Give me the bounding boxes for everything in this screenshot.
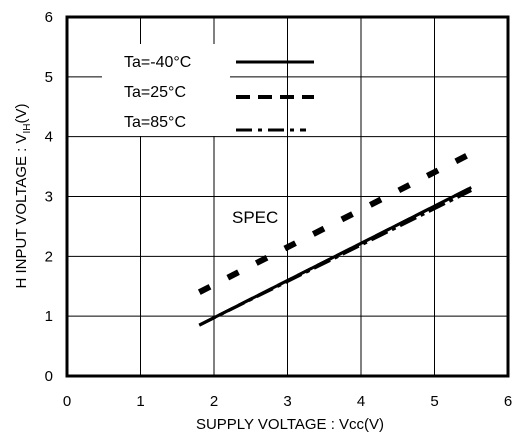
y-tick-label: 0 xyxy=(45,368,53,385)
legend-label-ta-25: Ta=25°C xyxy=(124,84,186,101)
legend: Ta=-40°C Ta=25°C Ta=85°C xyxy=(102,44,314,136)
y-tick-labels: 0 1 2 3 4 5 6 xyxy=(45,9,53,385)
series-line-ta-25-c xyxy=(198,186,472,327)
y-tick-label: 4 xyxy=(45,129,53,146)
y-axis-title-unit: (V) xyxy=(13,103,30,123)
x-tick-label: 1 xyxy=(136,393,144,410)
y-tick-label: 2 xyxy=(45,248,53,265)
x-tick-label: 3 xyxy=(283,393,291,410)
y-tick-label: 6 xyxy=(45,9,53,26)
legend-background xyxy=(102,44,230,136)
x-tick-label: 2 xyxy=(210,393,218,410)
x-tick-label: 4 xyxy=(357,393,365,410)
legend-label-ta-40: Ta=-40°C xyxy=(124,54,191,71)
x-tick-label: 5 xyxy=(430,393,438,410)
x-tick-labels: 0 1 2 3 4 5 6 xyxy=(63,393,512,410)
x-tick-label: 6 xyxy=(504,393,512,410)
plot-frame xyxy=(65,15,510,378)
y-axis-title-sub: IH xyxy=(22,123,33,133)
y-axis-title: H INPUT VOLTAGE : VIH(V) xyxy=(13,103,33,288)
plot-lines xyxy=(197,150,473,327)
y-tick-label: 3 xyxy=(45,189,53,206)
y-tick-label: 5 xyxy=(45,69,53,86)
y-tick-label: 1 xyxy=(45,308,53,325)
series-line-ta-85-c xyxy=(198,189,472,327)
x-axis-title: SUPPLY VOLTAGE : Vcc(V) xyxy=(196,416,384,433)
y-axis-title-main: H INPUT VOLTAGE : V xyxy=(13,133,30,288)
legend-label-ta-85: Ta=85°C xyxy=(124,114,186,131)
x-tick-label: 0 xyxy=(63,393,71,410)
spec-label: SPEC xyxy=(232,208,278,227)
